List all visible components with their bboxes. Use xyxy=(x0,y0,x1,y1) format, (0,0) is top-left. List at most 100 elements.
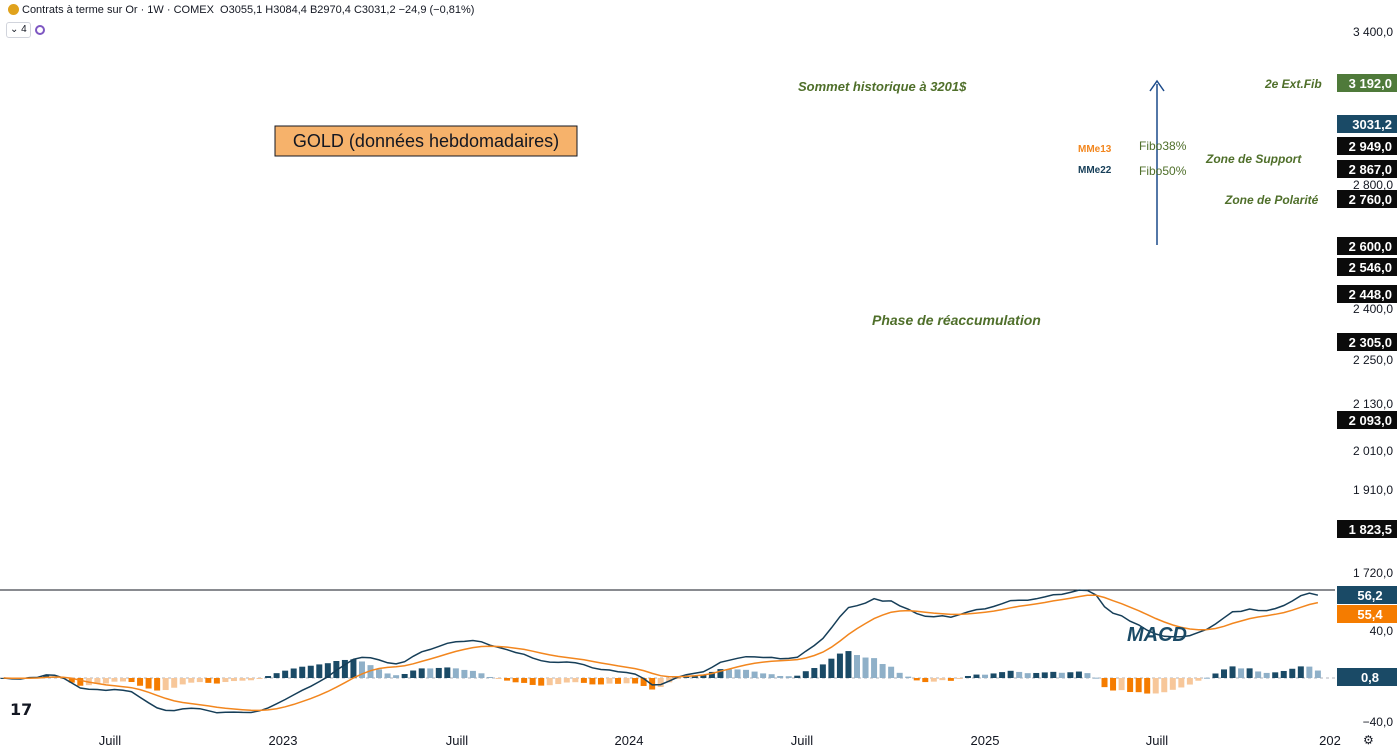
macd-histogram-bar xyxy=(939,678,946,681)
macd-histogram-bar xyxy=(580,678,587,683)
macd-histogram-bar xyxy=(307,665,314,678)
macd-histogram-bar xyxy=(77,678,84,686)
macd-histogram-bar xyxy=(435,667,442,678)
annotation-support: Zone de Support xyxy=(1205,152,1302,166)
macd-histogram-bar xyxy=(913,678,920,681)
y-tick-label: 2 130,0 xyxy=(1353,397,1393,411)
macd-histogram-bar xyxy=(68,678,75,683)
macd-histogram-bar xyxy=(196,678,203,683)
macd-histogram-bar xyxy=(401,673,408,678)
macd-histogram-bar xyxy=(230,678,237,682)
macd-histogram-bar xyxy=(128,678,135,683)
macd-histogram-bar xyxy=(427,668,434,678)
price-tag-label: 2 448,0 xyxy=(1349,287,1392,302)
chart-header: Contrats à terme sur Or · 1W · COMEX O30… xyxy=(8,4,474,16)
macd-histogram-bar xyxy=(179,678,186,685)
macd-histogram-bar xyxy=(145,678,152,689)
macd-histogram-bar xyxy=(828,658,835,678)
macd-histogram-bar xyxy=(1314,670,1321,678)
macd-histogram-bar xyxy=(956,678,963,679)
macd-histogram-bar xyxy=(486,676,493,678)
macd-histogram-bar xyxy=(495,678,502,679)
macd-histogram-bar xyxy=(1075,671,1082,678)
macd-histogram-bar xyxy=(1127,678,1134,693)
indicator-collapse-button[interactable]: ⌄ 4 xyxy=(6,22,31,38)
macd-histogram-bar xyxy=(393,675,400,678)
settings-gear-icon[interactable]: ⚙ xyxy=(1363,733,1374,747)
chart-title-box xyxy=(274,125,578,157)
macd-histogram-bar xyxy=(1135,678,1142,693)
macd-histogram-bar xyxy=(418,668,425,678)
macd-histogram-bar xyxy=(529,678,536,685)
annotation-sommet: Sommet historique à 3201$ xyxy=(798,79,967,94)
macd-histogram-bar xyxy=(1024,673,1031,678)
y-tick-label: 1 720,0 xyxy=(1353,566,1393,580)
macd-histogram-bar xyxy=(947,678,954,681)
macd-histogram-bar xyxy=(1007,670,1014,678)
annotation-mme22: MMe22 xyxy=(1078,165,1112,176)
macd-histogram-bar xyxy=(205,678,212,683)
macd-histogram-bar xyxy=(162,678,169,691)
macd-histogram-bar xyxy=(102,678,109,684)
price-tag-label: 2 949,0 xyxy=(1349,139,1392,154)
macd-histogram-bar xyxy=(119,678,126,682)
macd-histogram-bar xyxy=(376,669,383,678)
macd-histogram-bar xyxy=(94,678,101,684)
macd-price-tag-label: 0,8 xyxy=(1361,670,1379,685)
tradingview-logo-icon[interactable]: 17 xyxy=(10,700,33,719)
macd-histogram-bar xyxy=(922,678,929,683)
macd-histogram-bar xyxy=(1306,666,1313,678)
x-tick-label: 2023 xyxy=(269,733,298,748)
macd-histogram-bar xyxy=(999,672,1006,678)
macd-histogram-bar xyxy=(930,678,937,682)
macd-histogram-bar xyxy=(512,678,519,683)
macd-histogram-bar xyxy=(905,676,912,678)
macd-histogram-bar xyxy=(563,678,570,683)
macd-histogram-bar xyxy=(589,678,596,685)
macd-histogram-bar xyxy=(299,666,306,678)
macd-histogram-bar xyxy=(546,678,553,686)
price-tag-label: 2 760,0 xyxy=(1349,192,1392,207)
macd-price-tag-label: 56,2 xyxy=(1357,588,1382,603)
macd-price-tag-box xyxy=(1337,586,1397,604)
macd-histogram-bar xyxy=(1212,673,1219,678)
macd-histogram-bar xyxy=(1152,678,1159,694)
fibo-arrowhead-icon xyxy=(1149,79,1165,92)
macd-histogram-bar xyxy=(606,678,613,684)
macd-histogram-bar xyxy=(1186,678,1193,685)
macd-histogram-bar xyxy=(777,675,784,678)
macd-histogram-bar xyxy=(1092,677,1099,679)
macd-histogram-bar xyxy=(597,678,604,685)
price-tag-label: 2 867,0 xyxy=(1349,162,1392,177)
macd-histogram-bar xyxy=(538,678,545,686)
macd-histogram-bar xyxy=(811,668,818,678)
macd-price-tag-box xyxy=(1337,605,1397,623)
price-tag-box xyxy=(1337,190,1397,208)
macd-histogram-bar xyxy=(649,678,656,690)
indicator-controls[interactable]: ⌄ 4 xyxy=(6,22,45,38)
price-tag-box xyxy=(1337,411,1397,429)
y-tick-label: 2 010,0 xyxy=(1353,444,1393,458)
macd-histogram-bar xyxy=(265,676,272,678)
macd-histogram-bar xyxy=(691,675,698,678)
macd-histogram-bar xyxy=(111,678,118,682)
price-tag-box xyxy=(1337,74,1397,92)
macd-y-tick-label: 40,0 xyxy=(1370,624,1394,638)
macd-histogram-bar xyxy=(154,678,161,691)
macd-histogram-bar xyxy=(666,678,673,683)
price-tag-label: 2 093,0 xyxy=(1349,413,1392,428)
macd-histogram-bar xyxy=(674,678,681,679)
macd-histogram-bar xyxy=(213,678,220,684)
macd-histogram-bar xyxy=(640,678,647,686)
macd-histogram-bar xyxy=(990,673,997,678)
macd-histogram-bar xyxy=(725,669,732,678)
indicator-visibility-icon[interactable] xyxy=(34,25,45,35)
macd-histogram-bar xyxy=(410,670,417,678)
price-tag-label: 1 823,5 xyxy=(1349,522,1392,537)
macd-histogram-bar xyxy=(862,657,869,678)
macd-histogram-bar xyxy=(256,678,263,679)
macd-histogram-bar xyxy=(768,674,775,678)
macd-histogram-bar xyxy=(854,655,860,678)
macd-histogram-bar xyxy=(1178,678,1185,688)
